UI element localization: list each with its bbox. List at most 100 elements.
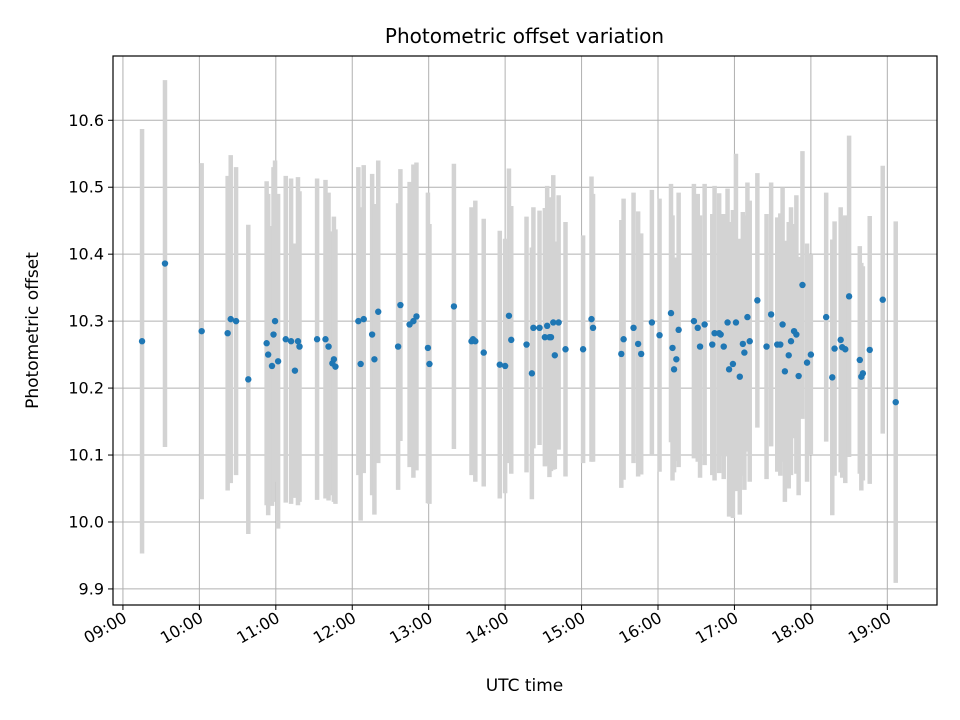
data-point	[368, 331, 376, 338]
data-point	[829, 374, 836, 381]
x-tick-label: 18:00	[768, 608, 817, 648]
data-point	[634, 340, 642, 348]
data-point	[763, 343, 770, 350]
data-point	[729, 360, 737, 368]
data-point	[720, 343, 727, 350]
y-axis-label: Photometric offset	[23, 252, 43, 409]
data-point	[837, 336, 844, 344]
data-point	[670, 366, 678, 373]
data-point	[508, 336, 515, 344]
plot-frame	[112, 55, 938, 606]
data-point	[831, 345, 838, 352]
data-point	[842, 346, 849, 353]
data-point	[325, 343, 332, 350]
data-point	[673, 356, 680, 363]
data-point	[859, 370, 867, 377]
data-point	[413, 313, 420, 320]
data-point	[274, 358, 282, 365]
x-tick-label: 13:00	[386, 608, 435, 648]
x-tick-label: 15:00	[539, 608, 588, 648]
data-point	[588, 315, 595, 323]
data-point	[630, 324, 637, 332]
data-point	[505, 312, 513, 319]
data-point	[501, 362, 509, 370]
data-point	[270, 331, 277, 338]
data-point	[736, 373, 743, 380]
y-tick-label: 10.2	[68, 379, 104, 398]
data-point	[332, 363, 339, 370]
data-point	[355, 317, 362, 325]
data-point	[410, 317, 417, 325]
data-point	[313, 336, 321, 343]
data-point	[397, 301, 404, 309]
data-point	[371, 356, 378, 363]
data-point	[264, 351, 272, 358]
x-tick-label: 12:00	[310, 608, 359, 648]
data-point	[741, 349, 748, 356]
data-point	[536, 324, 543, 332]
data-point	[845, 293, 853, 300]
data-point	[268, 362, 276, 370]
y-tick-label: 10.3	[68, 312, 104, 331]
data-point	[450, 303, 458, 310]
data-point	[803, 359, 811, 366]
data-point	[799, 281, 806, 289]
y-axis-ticks: 9.9 10.0 10.1 10.2 10.3 10.4 10.5 10.6	[68, 111, 113, 598]
data-point	[777, 341, 784, 348]
data-point	[779, 321, 786, 328]
data-point	[394, 343, 402, 350]
y-tick-label: 9.9	[79, 579, 104, 598]
x-tick-label: 14:00	[463, 608, 512, 648]
data-point	[866, 346, 873, 354]
x-tick-label: 09:00	[81, 608, 130, 648]
data-point	[879, 296, 886, 303]
data-point	[472, 338, 479, 345]
data-point	[656, 331, 663, 339]
data-point	[739, 340, 747, 348]
data-point	[781, 368, 789, 375]
data-point	[648, 319, 656, 326]
data-point	[282, 336, 289, 343]
data-point	[709, 341, 716, 348]
data-point	[296, 343, 303, 350]
data-point	[787, 338, 795, 345]
error-bars	[139, 80, 898, 583]
data-point	[717, 331, 724, 338]
data-point	[637, 350, 645, 358]
data-point	[696, 343, 704, 350]
data-point	[724, 319, 731, 326]
data-point	[856, 356, 863, 364]
data-point	[360, 315, 367, 323]
data-points	[138, 260, 899, 406]
x-axis-ticks: 09:00 10:00 11:00 12:00 13:00 14:00 15:00 16:00…	[81, 605, 894, 648]
data-point	[330, 356, 338, 363]
data-point	[523, 341, 530, 348]
data-point	[669, 344, 676, 352]
data-point	[424, 344, 432, 352]
data-point	[746, 338, 753, 345]
data-point	[138, 338, 146, 345]
data-point	[744, 313, 751, 321]
data-point	[322, 336, 329, 343]
data-point	[562, 346, 569, 353]
data-point	[767, 311, 775, 318]
data-point	[589, 324, 597, 332]
data-point	[227, 315, 234, 323]
data-point	[245, 376, 252, 383]
x-tick-label: 11:00	[233, 608, 282, 648]
data-point	[732, 319, 740, 326]
data-point	[694, 324, 701, 332]
data-point	[579, 346, 587, 353]
data-point	[541, 333, 549, 341]
data-point	[543, 322, 551, 330]
data-point	[892, 398, 899, 406]
data-point	[480, 349, 487, 356]
data-point	[620, 336, 627, 343]
data-point	[271, 317, 279, 325]
data-point	[785, 352, 792, 359]
data-point	[690, 317, 698, 325]
data-point	[198, 327, 205, 335]
data-point	[294, 338, 302, 345]
data-point	[701, 321, 708, 328]
data-point	[675, 326, 682, 334]
